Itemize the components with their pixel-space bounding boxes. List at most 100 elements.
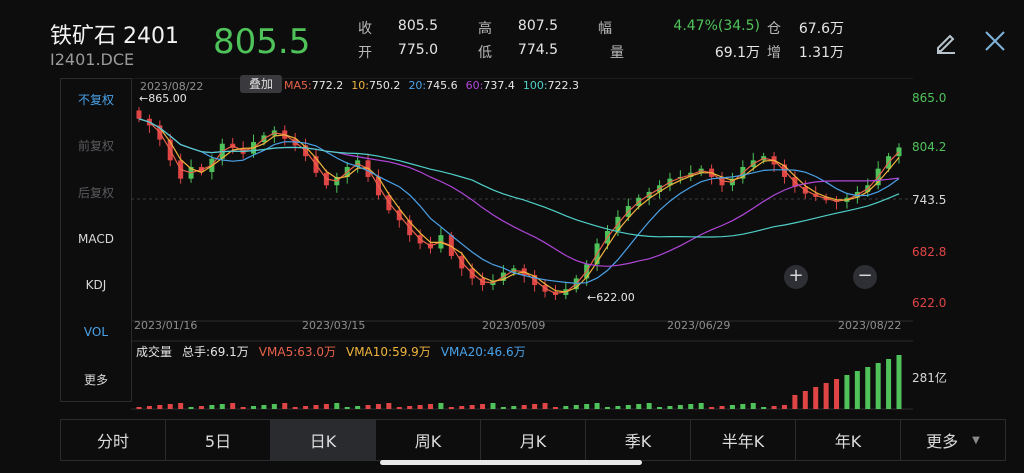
volume-bar <box>781 405 787 409</box>
volume-bar <box>854 371 860 409</box>
volume-bar <box>657 407 663 409</box>
x-tick-0822: 2023/08/22 <box>838 319 902 332</box>
ma60-value: 737.4 <box>483 79 515 92</box>
volume-title: 成交量 <box>136 345 173 359</box>
high-marker-value: 865.00 <box>148 92 187 105</box>
increase-value: 1.31万 <box>798 45 844 61</box>
tab-intraday[interactable]: 分时 <box>61 420 166 460</box>
volume-bar <box>167 404 173 409</box>
volume-bar <box>563 406 569 409</box>
tab-daily-k[interactable]: 日K <box>271 420 376 460</box>
volume-bar <box>448 407 454 409</box>
sidebar-item-backward-adjust[interactable]: 后复权 <box>77 186 114 200</box>
vma20-value: 46.6万 <box>486 345 526 359</box>
low-marker-value: 622.00 <box>596 291 635 304</box>
tab-more[interactable]: 更多 ▼ <box>901 420 1005 460</box>
ma100-value: 722.3 <box>547 79 580 92</box>
instrument-code: I2401.DCE <box>50 50 135 69</box>
tab-more-label: 更多 <box>926 432 959 451</box>
ma5-legend: MA5:772.2 <box>284 79 343 92</box>
volume-bar <box>230 403 236 409</box>
volume-bar <box>146 406 152 409</box>
volume-bar <box>886 359 892 409</box>
close-label: 收 <box>358 21 372 37</box>
volume-bar <box>771 406 777 409</box>
volume-bar <box>542 403 548 409</box>
ma10-value: 750.2 <box>368 79 401 92</box>
volume-bar <box>677 405 683 409</box>
volume-bar <box>344 407 350 409</box>
volume-bar <box>313 405 319 409</box>
tab-weekly-k[interactable]: 周K <box>376 420 481 460</box>
chevron-down-icon: ▼ <box>972 434 980 446</box>
candle-body <box>136 110 142 119</box>
sidebar-item-macd[interactable]: MACD <box>78 232 114 246</box>
volume-bar <box>271 404 277 409</box>
sidebar-item-more[interactable]: 更多 <box>83 373 108 387</box>
volume-value: 69.1万 <box>714 45 760 61</box>
sidebar-item-no-adjust[interactable]: 不复权 <box>77 93 114 107</box>
volume-bar <box>407 406 413 409</box>
volume-header: 成交量 总手:69.1万 VMA5:63.0万 VMA10:59.9万 VMA2… <box>136 343 526 360</box>
y-tick-622: 622.0 <box>912 296 947 310</box>
zoom-out-button[interactable]: − <box>853 265 877 289</box>
volume-total: 69.1万 <box>210 345 249 359</box>
volume-bar <box>469 405 475 409</box>
sidebar-item-kdj[interactable]: KDJ <box>85 278 107 292</box>
volume-bar <box>136 407 142 409</box>
volume-bar <box>792 395 798 409</box>
volume-bar <box>355 406 361 409</box>
ma100-legend: 100:722.3 <box>523 79 579 92</box>
y-tick-682: 682.8 <box>912 245 947 259</box>
range-label: 幅 <box>598 21 612 37</box>
volume-bar <box>251 406 257 409</box>
volume-bar <box>240 407 246 409</box>
volume-bar <box>438 403 444 409</box>
volume-bar <box>521 405 527 409</box>
zoom-in-button[interactable]: + <box>784 265 808 289</box>
kline-chart[interactable] <box>131 78 913 410</box>
high-marker: ←865.00 <box>139 92 187 105</box>
low-marker: ←622.00 <box>587 291 635 304</box>
tab-monthly-k[interactable]: 月K <box>481 420 586 460</box>
volume-bar <box>552 407 558 409</box>
volume-bar <box>157 405 163 409</box>
increase-label: 增 <box>767 45 781 61</box>
volume-bar <box>615 406 621 409</box>
open-value: 775.0 <box>397 42 438 58</box>
ma5-value: 772.2 <box>311 79 344 92</box>
volume-bar <box>480 404 486 409</box>
tab-halfyear-k[interactable]: 半年K <box>691 420 796 460</box>
volume-bar <box>386 403 392 409</box>
sidebar-item-vol[interactable]: VOL <box>83 325 109 339</box>
volume-bar <box>667 406 673 409</box>
chart-date: 2023/08/22 <box>140 80 204 93</box>
volume-bar <box>594 403 600 409</box>
tab-yearly-k[interactable]: 年K <box>796 420 901 460</box>
tab-quarterly-k[interactable]: 季K <box>586 420 691 460</box>
y-tick-743: 743.5 <box>912 193 947 207</box>
volume-bar <box>459 406 465 409</box>
edit-icon[interactable] <box>932 28 960 56</box>
home-indicator <box>380 460 642 465</box>
volume-bar <box>219 404 225 409</box>
sidebar-item-forward-adjust[interactable]: 前复权 <box>77 139 114 153</box>
volume-bar <box>428 404 434 409</box>
volume-bar <box>875 363 881 409</box>
close-icon[interactable] <box>982 28 1008 54</box>
position-value: 67.6万 <box>798 21 844 37</box>
volume-bar <box>282 403 288 409</box>
tab-5day[interactable]: 5日 <box>166 420 271 460</box>
volume-bar <box>802 391 808 409</box>
volume-axis-label: 281亿 <box>912 371 947 385</box>
ma5-name: MA5: <box>284 79 312 92</box>
volume-bar <box>750 403 756 409</box>
open-label: 开 <box>358 45 372 61</box>
volume-bar <box>719 406 725 409</box>
ma-legend: MA5:772.2 10:750.2 20:745.6 60:737.4 100… <box>284 79 579 92</box>
vma5-name: VMA5: <box>258 345 298 359</box>
period-tabs: 分时 5日 日K 周K 月K 季K 半年K 年K 更多 ▼ <box>60 419 1006 461</box>
overlay-button[interactable]: 叠加 <box>240 75 282 93</box>
ma10-name: 10: <box>351 79 369 92</box>
volume-bar <box>688 404 694 409</box>
